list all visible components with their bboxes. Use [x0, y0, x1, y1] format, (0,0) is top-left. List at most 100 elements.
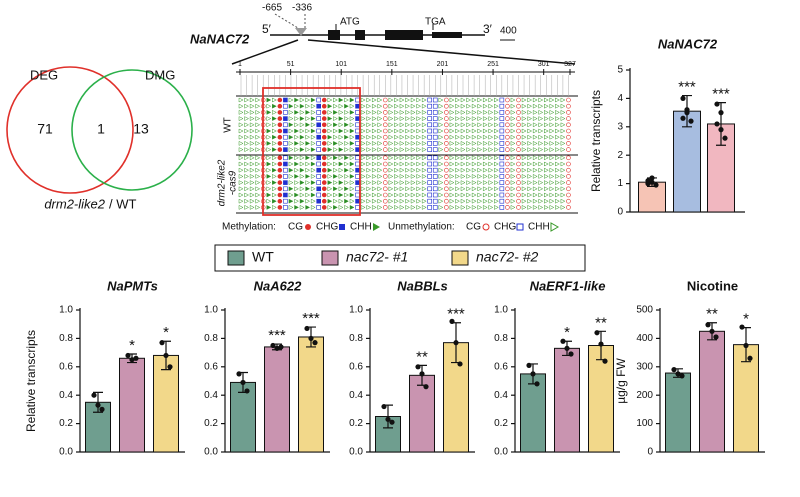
site [460, 192, 466, 198]
site [460, 109, 466, 115]
site [566, 116, 571, 121]
site [477, 134, 483, 140]
site [549, 161, 555, 167]
site [244, 192, 250, 198]
site [405, 161, 411, 167]
site [466, 180, 472, 186]
site [449, 204, 455, 210]
site [405, 147, 411, 153]
site [377, 116, 383, 122]
site [494, 140, 499, 146]
site [355, 110, 360, 115]
site [299, 128, 305, 134]
site [249, 140, 255, 146]
site [238, 147, 244, 153]
site [527, 155, 533, 161]
site [482, 140, 488, 146]
methylation-panel: 1 51 101 151 201 251 301 327 [236, 61, 578, 214]
site [460, 116, 466, 122]
site [516, 198, 521, 204]
y-tick-label: 0.0 [59, 447, 73, 458]
site [244, 180, 250, 186]
site [294, 147, 300, 153]
data-point [530, 371, 536, 377]
site [460, 167, 466, 173]
site [477, 186, 483, 192]
site [333, 180, 338, 186]
site [355, 155, 360, 161]
site [283, 174, 288, 179]
site [360, 97, 366, 103]
site [238, 116, 244, 122]
site [449, 122, 455, 128]
site [538, 167, 544, 173]
site [355, 116, 360, 121]
site [333, 128, 338, 134]
legend-symbol [373, 223, 380, 231]
site [438, 140, 444, 146]
site [294, 128, 300, 134]
site [333, 109, 338, 115]
y-tick-label: 0.6 [349, 361, 363, 372]
site [438, 128, 444, 134]
site [544, 173, 549, 179]
site [360, 167, 366, 173]
site [549, 173, 555, 179]
site [377, 180, 383, 186]
site [438, 97, 444, 103]
site [382, 198, 388, 204]
site [494, 161, 499, 167]
site [482, 122, 488, 128]
site [505, 198, 510, 204]
site [255, 97, 261, 103]
y-tick-label: 2 [617, 150, 623, 161]
site [316, 122, 322, 128]
site [349, 140, 355, 146]
site [266, 116, 272, 122]
site [427, 192, 433, 198]
site [438, 173, 444, 179]
site [410, 122, 416, 128]
y-tick-label: 0.6 [204, 361, 218, 372]
site [499, 147, 505, 152]
site [344, 122, 350, 128]
site [488, 103, 494, 109]
site [272, 204, 277, 210]
site [272, 128, 277, 134]
site [377, 103, 383, 109]
site [521, 122, 527, 128]
site [516, 122, 521, 128]
site [438, 204, 444, 210]
site [399, 122, 405, 128]
site [427, 155, 433, 161]
site [310, 186, 316, 192]
site [355, 205, 360, 210]
site [532, 161, 538, 167]
site [299, 134, 305, 140]
site [288, 97, 294, 103]
site [399, 180, 405, 186]
site [266, 97, 272, 103]
data-point [714, 101, 720, 107]
site [294, 140, 300, 146]
site [499, 161, 505, 167]
site [510, 186, 516, 192]
site [349, 167, 355, 173]
site [294, 134, 300, 140]
site [255, 198, 261, 204]
site [321, 116, 327, 121]
site [427, 128, 433, 134]
site [382, 128, 388, 134]
data-point [389, 419, 395, 425]
y-tick-label: 1.0 [59, 305, 73, 316]
site [544, 134, 549, 140]
chart-title: NaERF1-like [530, 278, 606, 293]
site [399, 192, 405, 198]
site [427, 205, 433, 210]
site [333, 147, 338, 153]
significance: * [743, 311, 749, 328]
site [388, 147, 394, 153]
site [555, 180, 560, 186]
site [527, 97, 533, 103]
site [410, 134, 416, 140]
